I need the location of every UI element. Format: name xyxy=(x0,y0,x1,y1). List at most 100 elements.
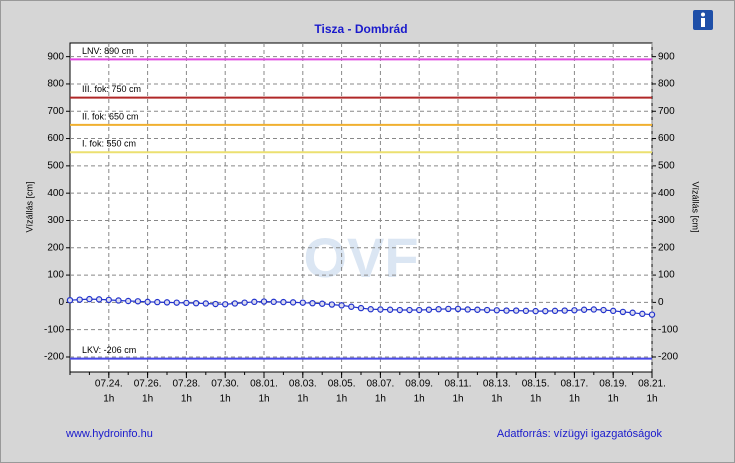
data-point xyxy=(386,306,394,313)
x-tick-hour: 1h xyxy=(336,394,347,405)
reference-label: LKV: -206 cm xyxy=(82,345,136,355)
info-stem xyxy=(701,18,705,27)
y2-tick-label: 500 xyxy=(658,161,675,172)
data-point xyxy=(503,307,510,314)
data-point xyxy=(231,300,239,307)
y-axis-label: Vízállás [cm] xyxy=(24,181,34,232)
chart-title: Tisza - Dombrád xyxy=(314,22,407,36)
data-point xyxy=(425,306,433,313)
data-point xyxy=(551,307,559,315)
y-tick-label: 600 xyxy=(47,133,64,144)
data-point xyxy=(319,300,326,307)
data-point xyxy=(464,306,471,313)
x-tick-label: 08.03. xyxy=(289,379,317,390)
data-point xyxy=(629,309,636,316)
data-point xyxy=(474,306,481,313)
x-tick-label: 08.19. xyxy=(599,379,627,390)
data-point xyxy=(192,299,200,307)
y2-tick-label: 800 xyxy=(658,79,675,90)
data-point xyxy=(270,298,277,306)
data-point xyxy=(445,305,452,313)
data-point xyxy=(328,301,336,308)
x-tick-label: 07.24. xyxy=(95,379,123,390)
x-tick-label: 08.17. xyxy=(560,379,588,390)
x-tick-hour: 1h xyxy=(530,394,541,405)
data-point xyxy=(124,297,132,305)
x-tick-label: 08.05. xyxy=(328,379,356,390)
data-point xyxy=(561,307,568,314)
x-tick-label: 08.09. xyxy=(405,379,433,390)
y2-axis-label: Vízállás [cm] xyxy=(691,181,701,232)
x-tick-hour: 1h xyxy=(414,394,425,405)
x-tick-label: 08.15. xyxy=(522,379,550,390)
data-point xyxy=(212,300,219,308)
x-tick-label: 07.26. xyxy=(134,379,162,390)
data-point xyxy=(221,301,229,308)
footer-link[interactable]: www.hydroinfo.hu xyxy=(65,428,153,440)
x-tick-label: 08.07. xyxy=(366,379,394,390)
x-tick-hour: 1h xyxy=(375,394,386,405)
reference-label: I. fok: 550 cm xyxy=(82,139,136,149)
data-point xyxy=(202,300,209,307)
data-point xyxy=(522,307,530,315)
x-tick-label: 07.28. xyxy=(172,379,200,390)
x-tick-hour: 1h xyxy=(491,394,502,405)
data-point xyxy=(260,298,268,305)
data-point xyxy=(648,311,656,318)
data-point xyxy=(406,306,413,314)
x-tick-hour: 1h xyxy=(103,394,114,405)
data-point xyxy=(396,306,403,314)
y-tick-label: 700 xyxy=(47,106,64,117)
y2-tick-label: 0 xyxy=(658,297,664,308)
data-point xyxy=(86,295,93,303)
y2-tick-label: 400 xyxy=(658,188,675,199)
y2-tick-label: 600 xyxy=(658,133,675,144)
data-point xyxy=(163,299,171,306)
y2-tick-label: 300 xyxy=(658,215,675,226)
data-point xyxy=(619,308,627,316)
data-point xyxy=(309,299,316,307)
data-point xyxy=(377,306,384,313)
y-tick-label: 300 xyxy=(47,215,64,226)
data-point xyxy=(590,306,598,313)
plot-area xyxy=(69,42,653,373)
data-point xyxy=(600,306,607,314)
footer-source: Adatforrás: vízügyi igazgatóságok xyxy=(497,428,663,440)
data-point xyxy=(95,296,103,303)
data-point xyxy=(134,298,142,305)
data-point xyxy=(580,306,588,313)
data-point xyxy=(367,306,374,313)
data-point xyxy=(76,296,83,303)
data-point xyxy=(571,307,578,314)
data-point xyxy=(183,299,190,307)
y-tick-label: 400 xyxy=(47,188,64,199)
data-point xyxy=(154,298,161,306)
data-point xyxy=(280,298,287,306)
reference-label: LNV: 890 cm xyxy=(82,46,134,56)
y2-tick-label: 700 xyxy=(658,106,675,117)
y-tick-label: 0 xyxy=(58,297,64,308)
y2-tick-label: -200 xyxy=(658,352,678,363)
data-point xyxy=(66,296,74,304)
data-point xyxy=(115,297,122,304)
y2-tick-label: 100 xyxy=(658,270,675,281)
data-point xyxy=(493,307,500,314)
y2-tick-label: 200 xyxy=(658,242,675,253)
x-tick-label: 07.30. xyxy=(211,379,239,390)
y-tick-label: -100 xyxy=(44,324,64,335)
x-tick-hour: 1h xyxy=(181,394,192,405)
data-point xyxy=(454,305,462,313)
x-tick-label: 08.11. xyxy=(444,379,471,390)
x-tick-label: 08.21. xyxy=(638,379,666,390)
x-tick-hour: 1h xyxy=(142,394,153,405)
data-point xyxy=(299,299,306,306)
data-point xyxy=(357,304,365,312)
data-point xyxy=(435,306,442,313)
x-tick-label: 08.13. xyxy=(483,379,511,390)
x-tick-hour: 1h xyxy=(452,394,463,405)
info-icon[interactable] xyxy=(693,10,713,30)
x-tick-hour: 1h xyxy=(297,394,308,405)
data-point xyxy=(610,307,617,315)
x-tick-hour: 1h xyxy=(608,394,619,405)
